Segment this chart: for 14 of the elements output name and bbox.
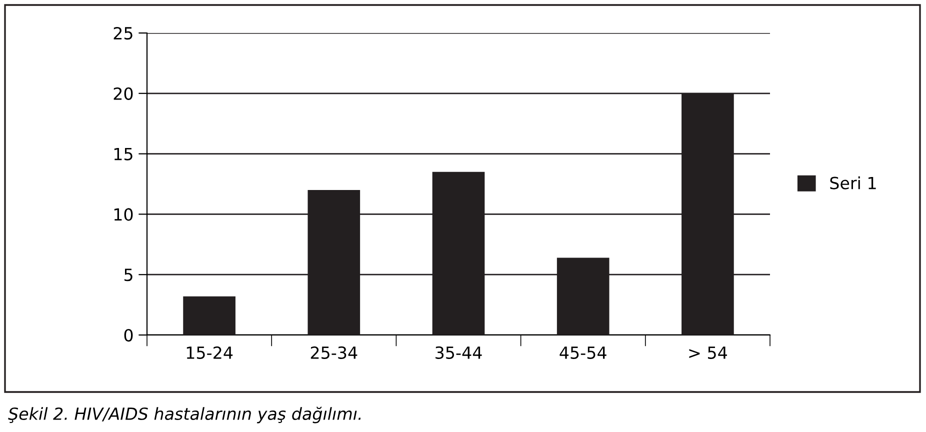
y-tick-label: 15: [114, 148, 132, 160]
x-tick-label: 35-44: [436, 346, 482, 360]
legend-label: Seri 1: [830, 176, 876, 190]
text: Şekil 2. HIV/AIDS hastalarının yaş dağılımı.: [8, 406, 361, 424]
x-tick-label: > 54: [689, 346, 727, 360]
y-tick-label: 25: [114, 26, 132, 40]
y-tick-label: 5: [124, 268, 132, 282]
y-tick-label: 10: [114, 208, 133, 221]
x-tick-label: 15-24: [186, 346, 233, 360]
y-tick-label: 20: [114, 87, 133, 100]
y-tick-label: 0: [124, 328, 133, 342]
x-tick-label: 25-34: [310, 346, 358, 360]
bar: [183, 296, 236, 335]
x-tick-label: 45-54: [560, 346, 606, 360]
